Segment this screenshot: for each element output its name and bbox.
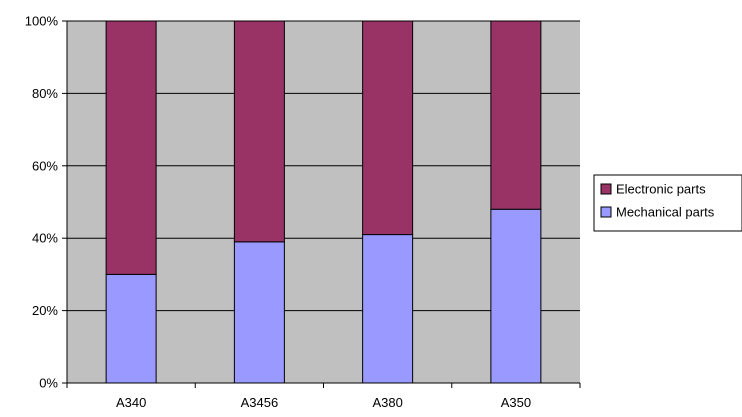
- y-tick-label: 0%: [39, 376, 58, 391]
- bar-mechanical-parts-a350: [490, 208, 542, 384]
- bar-electronic-parts-a380: [362, 20, 414, 236]
- bar-mechanical-parts-a340: [105, 273, 157, 384]
- x-tick-label: A340: [116, 395, 146, 410]
- y-tick-label: 60%: [32, 158, 58, 173]
- legend-label-electronic-parts: Electronic parts: [616, 182, 706, 197]
- bar-mechanical-parts-a380: [362, 234, 414, 384]
- bar-mechanical-parts-a3456: [233, 241, 285, 384]
- y-tick-label: 40%: [32, 231, 58, 246]
- bar-electronic-parts-a340: [105, 20, 157, 275]
- x-tick-label: A350: [501, 395, 531, 410]
- legend-label-mechanical-parts: Mechanical parts: [616, 205, 715, 220]
- legend-swatch-mechanical-parts: [600, 206, 612, 218]
- bar-electronic-parts-a3456: [233, 20, 285, 243]
- legend-swatch-electronic-parts: [600, 183, 612, 195]
- x-tick-label: A3456: [241, 395, 279, 410]
- x-tick-label: A380: [372, 395, 402, 410]
- y-tick-label: 80%: [32, 86, 58, 101]
- y-tick-label: 20%: [32, 303, 58, 318]
- bar-electronic-parts-a350: [490, 20, 542, 210]
- y-tick-label: 100%: [25, 14, 59, 29]
- legend: [593, 174, 742, 232]
